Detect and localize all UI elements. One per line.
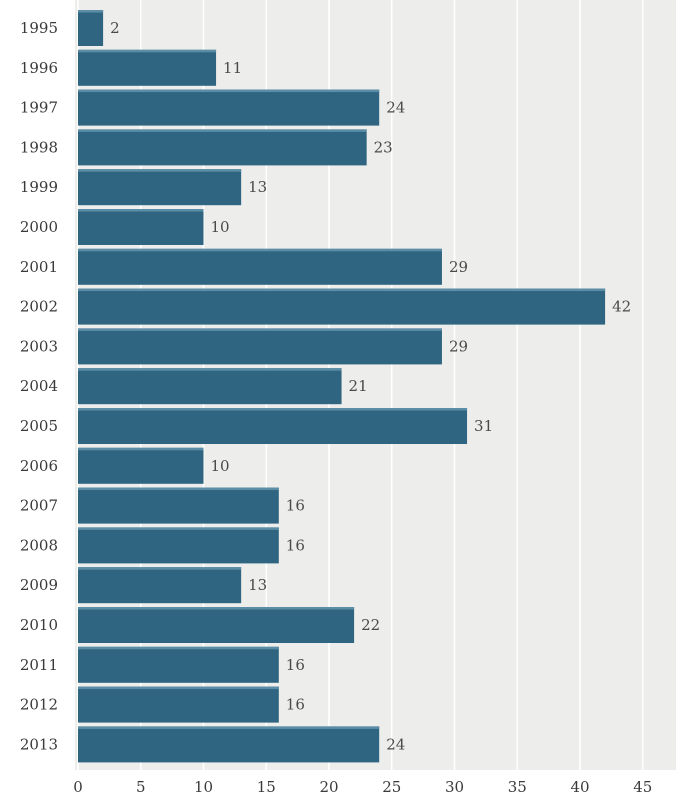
year-label: 1998: [20, 138, 58, 156]
x-tick-label: 10: [194, 778, 213, 796]
bar-2001: [78, 248, 442, 285]
x-tick-label: 40: [570, 778, 589, 796]
bar-highlight-1997: [78, 89, 380, 93]
year-label: 2002: [20, 298, 58, 316]
bar-highlight-1998: [78, 129, 367, 132]
value-label: 21: [349, 377, 368, 395]
year-label: 2013: [20, 735, 58, 753]
bar-highlight-2011: [78, 646, 279, 650]
year-labels: 1995 1996 1997 1998 1999 2000 2001 2002 2003 2004…: [20, 19, 58, 753]
x-tick-label: 15: [257, 778, 276, 796]
value-label: 13: [248, 178, 267, 196]
bar-highlight-2001: [78, 248, 442, 252]
value-label: 16: [286, 696, 305, 714]
bar-highlight-2006: [78, 447, 204, 451]
value-label: 29: [449, 258, 468, 276]
bar-highlight-2009: [78, 567, 242, 570]
bar-1999: [78, 169, 242, 206]
bar-highlight-2008: [78, 527, 279, 530]
bar-1998: [78, 129, 367, 166]
bar-highlight-1995: [78, 10, 104, 13]
bar-1995: [78, 10, 104, 46]
value-label: 16: [286, 656, 305, 674]
year-label: 2003: [20, 337, 58, 355]
bar-2013: [78, 726, 380, 763]
bar-2007: [78, 487, 279, 524]
value-label: 10: [211, 218, 230, 236]
value-label: 16: [286, 497, 305, 515]
bar-highlight-2007: [78, 487, 279, 491]
year-label: 2004: [20, 377, 58, 395]
year-label: 2007: [20, 497, 58, 515]
bars: [78, 10, 606, 763]
value-label: 16: [286, 536, 305, 554]
year-label: 2010: [20, 616, 58, 634]
bar-2012: [78, 686, 279, 723]
bar-highlight-2005: [78, 408, 468, 411]
x-tick-label: 25: [382, 778, 401, 796]
bar-2010: [78, 607, 355, 643]
x-axis-ticks: 0 5 10 15 20 25 30 35 40 45: [73, 778, 652, 796]
year-label: 1996: [20, 59, 58, 77]
value-label: 22: [361, 616, 380, 634]
value-label: 10: [211, 457, 230, 475]
bar-2004: [78, 368, 342, 405]
bar-highlight-2013: [78, 726, 380, 729]
bar-2011: [78, 646, 279, 683]
bar-highlight-2003: [78, 328, 442, 331]
year-label: 2012: [20, 696, 58, 714]
value-label: 24: [386, 735, 405, 753]
bar-2003: [78, 328, 442, 365]
x-tick-label: 0: [73, 778, 83, 796]
year-label: 2000: [20, 218, 58, 236]
value-labels: 2 11 24 23 13 10 29 42 29 21 31 10 16 16 13 22 16 16 24: [110, 19, 631, 753]
bar-highlight-2004: [78, 368, 342, 371]
x-tick-label: 5: [136, 778, 146, 796]
bar-highlight-1996: [78, 49, 217, 53]
bar-1997: [78, 89, 380, 126]
bar-2000: [78, 209, 204, 245]
bar-highlight-2000: [78, 209, 204, 212]
year-label: 1997: [20, 99, 58, 117]
bar-2006: [78, 447, 204, 484]
x-tick-label: 20: [319, 778, 338, 796]
bar-highlight-2012: [78, 686, 279, 690]
bar-1996: [78, 49, 217, 86]
value-label: 2: [110, 19, 120, 37]
x-tick-label: 45: [633, 778, 652, 796]
x-tick-label: 35: [508, 778, 527, 796]
value-label: 11: [223, 59, 242, 77]
value-label: 31: [474, 417, 493, 435]
year-label: 2011: [20, 656, 58, 674]
value-label: 24: [386, 99, 405, 117]
year-label: 2008: [20, 536, 58, 554]
bar-highlight-2002: [78, 288, 606, 292]
year-label: 2001: [20, 258, 58, 276]
year-label: 1995: [20, 19, 58, 37]
x-tick-label: 30: [445, 778, 464, 796]
value-label: 23: [374, 138, 393, 156]
value-label: 29: [449, 337, 468, 355]
bar-highlight-1999: [78, 169, 242, 172]
bar-2008: [78, 527, 279, 564]
bar-2009: [78, 567, 242, 604]
year-label: 2006: [20, 457, 58, 475]
value-label: 13: [248, 576, 267, 594]
year-label: 1999: [20, 178, 58, 196]
bar-2005: [78, 408, 468, 444]
value-label: 42: [612, 298, 631, 316]
year-label: 2005: [20, 417, 58, 435]
bar-highlight-2010: [78, 607, 355, 610]
bar-2002: [78, 288, 606, 325]
year-label: 2009: [20, 576, 58, 594]
